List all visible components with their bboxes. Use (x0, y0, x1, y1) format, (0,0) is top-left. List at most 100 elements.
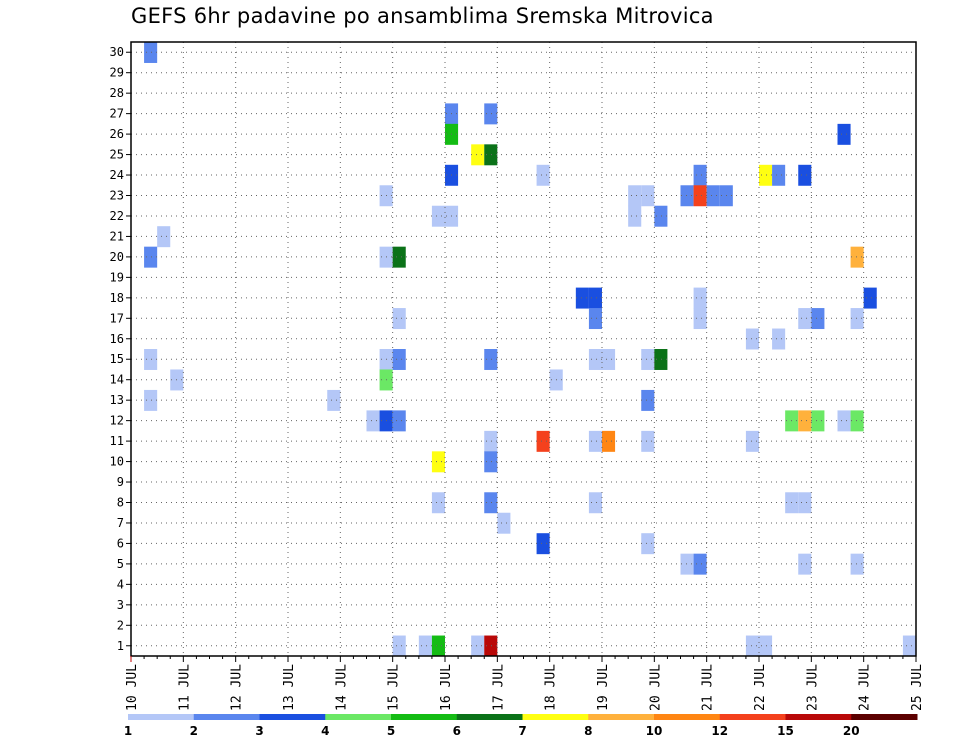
precip-cell (497, 512, 511, 534)
legend-swatch (391, 714, 458, 720)
y-tick-label: 23 (110, 189, 124, 203)
precip-cell (628, 185, 642, 207)
y-tick-label: 28 (110, 86, 124, 100)
y-tick-label: 5 (117, 557, 124, 571)
y-tick-label: 9 (117, 475, 124, 489)
precip-cell (693, 185, 707, 207)
precip-cell (693, 553, 707, 575)
precip-cell (693, 287, 707, 309)
precip-cell (680, 185, 694, 207)
y-tick-label: 19 (110, 270, 124, 284)
precip-cell (484, 144, 498, 166)
x-tick-label: 15 JUL (387, 664, 402, 711)
precip-cell (641, 349, 655, 370)
precip-cell (602, 349, 616, 370)
y-tick-label: 25 (110, 148, 124, 162)
precip-cell (588, 287, 602, 309)
y-tick-label: 6 (117, 536, 124, 550)
precip-cell (536, 430, 550, 452)
precip-cell (798, 308, 812, 330)
y-tick-label: 30 (110, 45, 124, 59)
precip-cell (588, 308, 602, 330)
precip-cell (850, 410, 864, 432)
precip-cell (588, 492, 602, 514)
y-tick-label: 22 (110, 209, 124, 223)
y-tick-label: 8 (117, 496, 124, 510)
precip-cell (850, 246, 864, 268)
precip-cell (641, 389, 655, 411)
precip-cell (144, 389, 158, 411)
precip-cell (471, 635, 485, 657)
precip-cell (811, 308, 825, 330)
legend-label: 7 (518, 724, 526, 738)
precip-cell (431, 635, 445, 657)
precip-cell (431, 492, 445, 514)
legend-swatch (325, 714, 392, 720)
legend-label: 15 (777, 724, 794, 738)
y-tick-label: 7 (117, 516, 124, 530)
y-tick-label: 18 (110, 291, 124, 305)
precip-cell (536, 164, 550, 186)
legend-label: 4 (321, 724, 329, 738)
y-tick-label: 20 (110, 250, 124, 264)
precip-cell (628, 205, 642, 227)
precip-cell (902, 635, 916, 657)
precip-cell (837, 410, 851, 432)
precip-cell (798, 553, 812, 575)
y-tick-label: 2 (117, 618, 124, 632)
precip-cell (484, 103, 498, 125)
precip-cell (392, 349, 406, 370)
precip-cell (366, 410, 380, 432)
precip-cell (484, 451, 498, 473)
x-tick-label: 16 JUL (439, 664, 454, 711)
precip-cell (641, 430, 655, 452)
legend-label: 12 (711, 724, 728, 738)
legend-label: 2 (190, 724, 198, 738)
x-tick-label: 21 JUL (701, 664, 716, 711)
precip-cell (798, 164, 812, 186)
precip-cell (575, 287, 589, 309)
x-tick-label: 11 JUL (177, 664, 192, 711)
precip-cell (798, 492, 812, 514)
x-tick-label: 12 JUL (230, 664, 245, 711)
precip-cell (392, 410, 406, 432)
y-tick-label: 3 (117, 598, 124, 612)
y-tick-label: 24 (110, 168, 124, 182)
legend-swatch (128, 714, 195, 720)
precip-cell (811, 410, 825, 432)
precip-cell (772, 328, 786, 350)
x-tick-label: 14 JUL (334, 664, 349, 711)
chart-title: GEFS 6hr padavine po ansamblima Sremska … (131, 4, 714, 28)
legend-swatch (588, 714, 655, 720)
grid-lines (131, 42, 916, 656)
precip-cell (759, 164, 773, 186)
legend-label: 6 (453, 724, 461, 738)
x-tick-label: 23 JUL (805, 664, 820, 711)
y-tick-label: 12 (110, 414, 124, 428)
x-tick-label: 10 JUL (125, 664, 140, 711)
precip-cell (641, 533, 655, 555)
legend-label: 8 (584, 724, 592, 738)
precip-cell (392, 246, 406, 268)
precip-cell (471, 144, 485, 166)
precip-cell (759, 635, 773, 657)
x-tick-label: 18 JUL (544, 664, 559, 711)
precip-cell (850, 308, 864, 330)
legend-swatch (259, 714, 326, 720)
y-tick-label: 29 (110, 66, 124, 80)
legend-swatch (851, 714, 918, 720)
legend-label: 1 (124, 724, 132, 738)
precip-cell (484, 349, 498, 370)
precip-cell (654, 349, 668, 370)
precip-cell (641, 185, 655, 207)
precip-cell (588, 430, 602, 452)
x-axis: 10 JUL 11 JUL 12 JUL 13 JUL 14 JUL 15 JUL 16 J… (125, 656, 925, 711)
y-tick-label: 21 (110, 229, 124, 243)
precip-cell (392, 635, 406, 657)
precip-cell (693, 164, 707, 186)
y-tick-label: 17 (110, 311, 124, 325)
precip-cell (837, 123, 851, 145)
legend-label: 3 (255, 724, 263, 738)
legend-swatch (719, 714, 786, 720)
